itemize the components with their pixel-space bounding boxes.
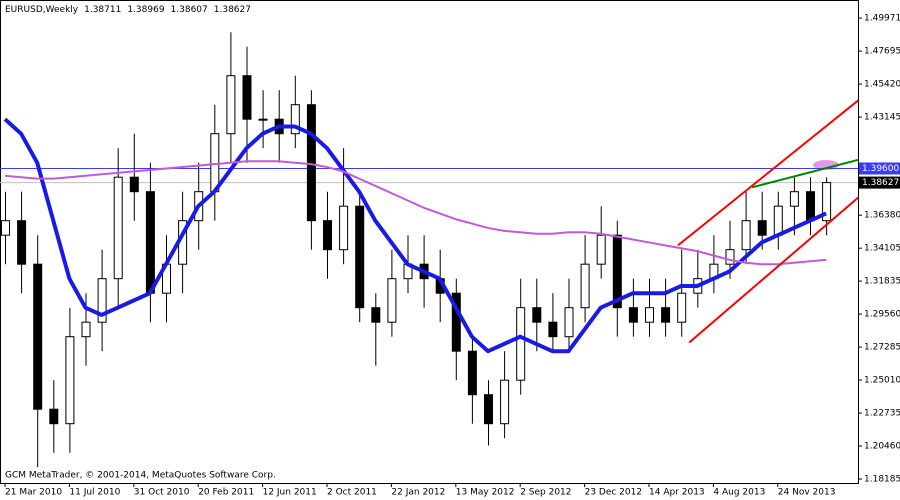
header-value: 1.38627 xyxy=(214,5,251,15)
candle-body xyxy=(145,191,155,294)
x-tick-label: 12 Jun 2011 xyxy=(263,488,317,498)
y-tick-label: 1.49971 xyxy=(864,14,900,24)
candle-body xyxy=(773,205,783,236)
candle-body xyxy=(564,307,574,338)
x-tick-label: 20 Feb 2011 xyxy=(198,488,254,498)
current-price-label: 1.38627 xyxy=(862,178,899,188)
candle-body xyxy=(258,118,268,121)
candle-body xyxy=(822,182,832,222)
candle-body xyxy=(516,307,526,381)
x-tick-label: 4 Aug 2013 xyxy=(713,488,765,498)
candle-body xyxy=(290,104,300,135)
candle-body xyxy=(210,133,220,193)
trendline xyxy=(688,196,859,344)
y-tick-label: 1.25010 xyxy=(864,376,900,386)
candle-body xyxy=(645,307,654,323)
candle-body xyxy=(725,249,735,265)
candle-body xyxy=(226,75,236,135)
candle-body xyxy=(339,205,349,251)
price-label: 1.39600 xyxy=(862,164,899,174)
candle-body xyxy=(17,220,27,265)
y-tick-label: 1.22735 xyxy=(864,409,900,419)
candle-body xyxy=(612,234,622,309)
candle-body xyxy=(467,350,477,396)
x-tick-label: 11 Jul 2010 xyxy=(69,488,120,498)
x-tick-label: 24 Nov 2013 xyxy=(778,488,836,498)
symbol: EURUSD,Weekly xyxy=(5,5,79,15)
candle-body xyxy=(806,191,815,222)
candle-body xyxy=(323,220,332,251)
header-value: 1.38969 xyxy=(127,5,164,15)
candle-body xyxy=(65,336,75,425)
y-tick-label: 1.29560 xyxy=(864,310,900,320)
candle-body xyxy=(596,234,606,265)
candle-body xyxy=(113,176,123,280)
candle-body xyxy=(757,220,767,236)
candle-body xyxy=(532,307,542,323)
x-tick-label: 2 Sep 2012 xyxy=(520,488,571,498)
header-value: 1.38711 xyxy=(84,5,121,15)
candle-body xyxy=(129,176,139,193)
y-tick-label: 1.18185 xyxy=(864,475,900,485)
candle-body xyxy=(451,292,461,352)
y-tick-label: 1.34105 xyxy=(864,244,900,254)
y-tick-label: 1.45420 xyxy=(864,80,900,90)
x-tick-label: 23 Dec 2012 xyxy=(585,488,643,498)
moving-average xyxy=(4,160,827,266)
candle-body xyxy=(661,307,671,323)
x-tick-label: 22 Jan 2012 xyxy=(391,488,445,498)
trendline xyxy=(751,158,859,189)
candle-body xyxy=(580,263,590,309)
trendline xyxy=(677,99,859,247)
x-tick-label: 2 Oct 2011 xyxy=(327,488,377,498)
moving-average xyxy=(3,117,827,354)
y-tick-label: 1.36380 xyxy=(864,211,900,221)
candle-body xyxy=(371,307,381,323)
x-tick-label: 13 May 2012 xyxy=(456,488,515,498)
y-tick-label: 1.27285 xyxy=(864,343,900,353)
candle-body xyxy=(789,191,799,207)
plot-frame xyxy=(0,0,859,484)
y-tick-label: 1.47695 xyxy=(864,47,900,57)
candle-body xyxy=(355,205,365,309)
candle-body xyxy=(306,104,316,222)
candle-body xyxy=(81,321,91,338)
candle-body xyxy=(500,379,510,425)
candle-body xyxy=(97,278,107,323)
x-tick-label: 21 Mar 2010 xyxy=(5,488,62,498)
candle-body xyxy=(49,408,59,425)
header-value: 1.38607 xyxy=(171,5,208,15)
candle-body xyxy=(677,292,687,323)
candle-body xyxy=(548,321,558,338)
x-tick-label: 31 Oct 2010 xyxy=(134,488,190,498)
x-tick-label: 14 Apr 2013 xyxy=(649,488,705,498)
candle-body xyxy=(484,394,493,425)
footer: GCM MetaTrader, © 2001-2014, MetaQuotes … xyxy=(5,471,276,481)
y-tick-label: 1.43145 xyxy=(864,113,900,123)
candle-body xyxy=(628,307,638,323)
candle-body xyxy=(1,220,10,236)
candle-body xyxy=(242,75,252,120)
current-price-box xyxy=(859,176,900,189)
y-tick-label: 1.31835 xyxy=(864,277,900,287)
y-tick-label: 1.20460 xyxy=(864,442,900,452)
header: EURUSD,Weekly 1.38711 1.38969 1.38607 1.3862… xyxy=(5,5,251,15)
candle-body xyxy=(741,220,751,251)
price-label-box xyxy=(859,162,900,175)
candle-body xyxy=(33,263,43,410)
candle-body xyxy=(387,278,397,323)
